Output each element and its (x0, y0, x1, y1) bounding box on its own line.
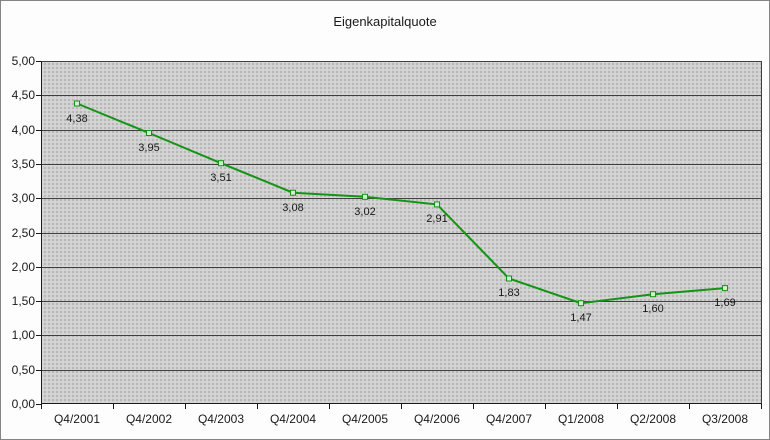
y-axis-tick (36, 233, 41, 234)
y-axis-label: 3,50 (11, 157, 35, 171)
data-point-label: 1,83 (498, 287, 520, 299)
chart-title: Eigenkapitalquote (333, 14, 437, 29)
data-point-label: 3,95 (138, 142, 160, 154)
data-point-label: 3,08 (282, 202, 304, 214)
x-axis-tick (689, 404, 690, 409)
y-axis-tick (36, 301, 41, 302)
gridline (42, 301, 761, 302)
gridline (42, 335, 761, 336)
y-axis-tick (36, 61, 41, 62)
y-axis-label: 4,00 (11, 123, 35, 137)
y-axis-tick (36, 198, 41, 199)
y-axis-label: 2,00 (11, 260, 35, 274)
y-axis-tick (36, 164, 41, 165)
x-axis-label: Q4/2007 (485, 412, 533, 426)
data-point-label: 1,47 (570, 312, 592, 324)
x-axis-tick (41, 404, 42, 409)
x-axis-label: Q3/2008 (701, 412, 749, 426)
data-point-label: 4,38 (66, 113, 88, 125)
data-point-label: 2,91 (426, 213, 448, 225)
x-axis-label: Q4/2003 (197, 412, 245, 426)
y-axis-label: 4,50 (11, 88, 35, 102)
gridline (42, 233, 761, 234)
y-axis-label: 5,00 (11, 54, 35, 68)
gridline (42, 95, 761, 96)
gridline (42, 267, 761, 268)
plot-area (41, 61, 762, 404)
x-axis-label: Q4/2001 (53, 412, 101, 426)
x-axis-tick (185, 404, 186, 409)
y-axis-label: 0,50 (11, 363, 35, 377)
data-point-label: 1,69 (714, 297, 736, 309)
x-axis-label: Q4/2005 (341, 412, 389, 426)
x-axis-label: Q4/2006 (413, 412, 461, 426)
x-axis-label: Q4/2004 (269, 412, 317, 426)
y-axis-tick (36, 130, 41, 131)
gridline (42, 370, 761, 371)
x-axis-label: Q2/2008 (629, 412, 677, 426)
y-axis-label: 1,00 (11, 328, 35, 342)
gridline (42, 198, 761, 199)
x-axis-tick (545, 404, 546, 409)
y-axis-tick (36, 335, 41, 336)
y-axis-tick (36, 370, 41, 371)
x-axis-label: Q4/2002 (125, 412, 173, 426)
x-axis-tick (473, 404, 474, 409)
data-point-label: 3,02 (354, 206, 376, 218)
y-axis-label: 2,50 (11, 226, 35, 240)
gridline (42, 164, 761, 165)
x-axis-tick (401, 404, 402, 409)
data-point-label: 3,51 (210, 172, 232, 184)
x-axis-tick (113, 404, 114, 409)
x-axis-tick (761, 404, 762, 409)
x-axis-tick (257, 404, 258, 409)
x-axis-tick (617, 404, 618, 409)
data-point-label: 1,60 (642, 303, 664, 315)
y-axis-label: 1,50 (11, 294, 35, 308)
gridline (42, 130, 761, 131)
x-axis-tick (329, 404, 330, 409)
x-axis-label: Q1/2008 (557, 412, 605, 426)
y-axis-label: 0,00 (11, 397, 35, 411)
y-axis-label: 3,00 (11, 191, 35, 205)
y-axis-tick (36, 267, 41, 268)
y-axis-tick (36, 404, 41, 405)
y-axis-tick (36, 95, 41, 96)
